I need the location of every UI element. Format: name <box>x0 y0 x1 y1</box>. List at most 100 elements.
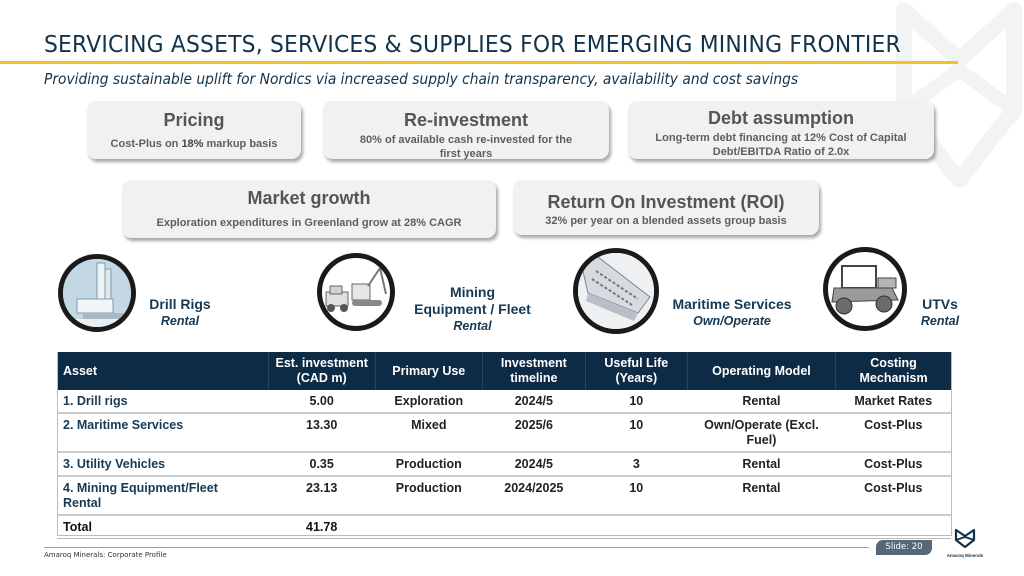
header-text: Useful Life <box>604 356 669 370</box>
cell-costing: Cost-Plus <box>835 452 951 477</box>
cell-investment: 13.30 <box>268 413 376 453</box>
cell-primary-use: Exploration <box>375 390 483 414</box>
mining-fleet-icon <box>317 253 395 331</box>
asset-model: Rental <box>453 319 492 333</box>
header-text: Mechanism <box>859 371 928 385</box>
card-body-line1: Long-term debt financing at 12% Cost of … <box>655 132 907 144</box>
table-total-row: Total 41.78 <box>57 515 951 539</box>
cell-timeline: 2024/2025 <box>482 476 586 516</box>
cell-timeline: 2025/6 <box>482 413 586 453</box>
cell-timeline: 2024/5 <box>482 390 586 414</box>
header-text: Costing <box>870 356 917 370</box>
slide-subtitle: Providing sustainable uplift for Nordics… <box>44 70 799 88</box>
cell-total-investment: 41.78 <box>268 515 376 539</box>
asset-model: Rental <box>920 314 960 328</box>
title-underline <box>0 61 958 64</box>
asset-name-line1: Mining <box>449 284 496 300</box>
cell-investment: 0.35 <box>268 452 376 477</box>
slide-title: SERVICING ASSETS, SERVICES & SUPPLIES FO… <box>44 30 901 58</box>
card-body-line1: 80% of available cash re-invested for th… <box>359 134 573 146</box>
card-market-growth: Market growth Exploration expenditures i… <box>122 180 496 238</box>
header-costing: Costing Mechanism <box>835 352 951 390</box>
cell-operating-model: Rental <box>687 476 836 516</box>
cell-investment: 5.00 <box>268 390 376 414</box>
card-body-highlight: 18% <box>181 138 204 150</box>
cell-costing: Cost-Plus <box>835 413 951 453</box>
table-header-row: Asset Est. investment (CAD m) Primary Use… <box>57 352 951 390</box>
asset-maritime-services: Maritime Services Own/Operate <box>662 296 802 330</box>
cell-investment: 23.13 <box>268 476 376 516</box>
asset-name: Drill Rigs <box>149 296 211 312</box>
card-title: Debt assumption <box>707 108 854 128</box>
asset-name: Maritime Services <box>672 296 792 312</box>
header-investment: Est. investment (CAD m) <box>268 352 376 390</box>
cell-empty <box>835 515 951 539</box>
cell-empty <box>585 515 688 539</box>
cell-costing: Market Rates <box>835 390 951 414</box>
cell-empty <box>687 515 836 539</box>
asset-mining-equipment: Mining Equipment / Fleet Rental <box>400 284 545 335</box>
header-text: Est. investment <box>275 356 368 370</box>
cell-operating-model: Own/Operate (Excl. Fuel) <box>687 413 836 453</box>
header-text: (CAD m) <box>296 371 347 385</box>
asset-utvs: UTVs Rental <box>912 296 968 330</box>
cell-life: 3 <box>585 452 688 477</box>
card-title: Market growth <box>247 188 371 208</box>
cell-primary-use: Mixed <box>375 413 483 453</box>
cell-costing: Cost-Plus <box>835 476 951 516</box>
header-text: timeline <box>510 371 558 385</box>
cell-life: 10 <box>585 413 688 453</box>
card-body: Exploration expenditures in Greenland gr… <box>156 217 462 229</box>
card-title: Pricing <box>163 110 225 130</box>
header-operating-model: Operating Model <box>687 352 837 390</box>
cell-timeline: 2024/5 <box>482 452 586 477</box>
card-body-text: markup basis <box>203 138 278 150</box>
cell-operating-model: Rental <box>687 390 836 414</box>
asset-name: UTVs <box>922 296 958 312</box>
card-body-line2: first years <box>439 148 493 160</box>
cell-asset: 1. Drill rigs <box>57 390 269 414</box>
cell-empty <box>482 515 586 539</box>
drill-rig-icon <box>58 254 136 332</box>
header-useful-life: Useful Life (Years) <box>585 352 688 390</box>
cell-asset: 2. Maritime Services <box>57 413 269 453</box>
cell-asset: 3. Utility Vehicles <box>57 452 269 477</box>
card-body: 32% per year on a blended assets group b… <box>545 215 787 227</box>
card-debt-assumption: Debt assumption Long-term debt financing… <box>628 101 934 159</box>
fox-logo-icon <box>954 528 976 549</box>
card-title: Return On Investment (ROI) <box>547 192 785 212</box>
cell-asset: 4. Mining Equipment/Fleet Rental <box>57 476 269 516</box>
cell-primary-use: Production <box>375 476 483 516</box>
utv-icon <box>823 247 907 331</box>
table-row: 2. Maritime Services 13.30 Mixed 2025/6 … <box>57 413 951 453</box>
asset-model: Own/Operate <box>693 314 771 328</box>
cell-operating-model: Rental <box>687 452 836 477</box>
card-title: Re-investment <box>403 110 529 130</box>
header-asset: Asset <box>57 352 269 390</box>
cell-empty <box>375 515 483 539</box>
cell-life: 10 <box>585 476 688 516</box>
header-text: (Years) <box>615 371 658 385</box>
card-body: Cost-Plus on 18% markup basis <box>87 137 301 151</box>
footer-company-text: Amaroq Minerals: Corporate Profile <box>44 551 167 559</box>
logo-text: Amaroq Minerals <box>946 553 984 558</box>
asset-drill-rigs: Drill Rigs Rental <box>140 296 220 330</box>
header-primary-use: Primary Use <box>375 352 483 390</box>
company-logo: Amaroq Minerals <box>940 528 990 558</box>
card-body-line2: Debt/EBITDA Ratio of 2.0x <box>712 146 850 158</box>
slide-number-badge: Slide: 20 <box>876 540 932 555</box>
table-row: 4. Mining Equipment/Fleet Rental 23.13 P… <box>57 476 951 516</box>
card-reinvestment: Re-investment 80% of available cash re-i… <box>323 101 609 160</box>
table-row: 1. Drill rigs 5.00 Exploration 2024/5 10… <box>57 390 951 414</box>
asset-model: Rental <box>160 314 200 328</box>
asset-name-line2: Equipment / Fleet <box>414 301 531 317</box>
ship-icon <box>573 248 659 334</box>
card-pricing: Pricing Cost-Plus on 18% markup basis <box>87 101 301 159</box>
table-row: 3. Utility Vehicles 0.35 Production 2024… <box>57 452 951 477</box>
header-text: Investment <box>500 356 567 370</box>
footer-divider <box>44 547 869 548</box>
fox-watermark-icon <box>896 2 1022 188</box>
cell-life: 10 <box>585 390 688 414</box>
asset-investment-table: Asset Est. investment (CAD m) Primary Use… <box>57 352 951 539</box>
card-body-text: Cost-Plus on <box>110 138 182 150</box>
